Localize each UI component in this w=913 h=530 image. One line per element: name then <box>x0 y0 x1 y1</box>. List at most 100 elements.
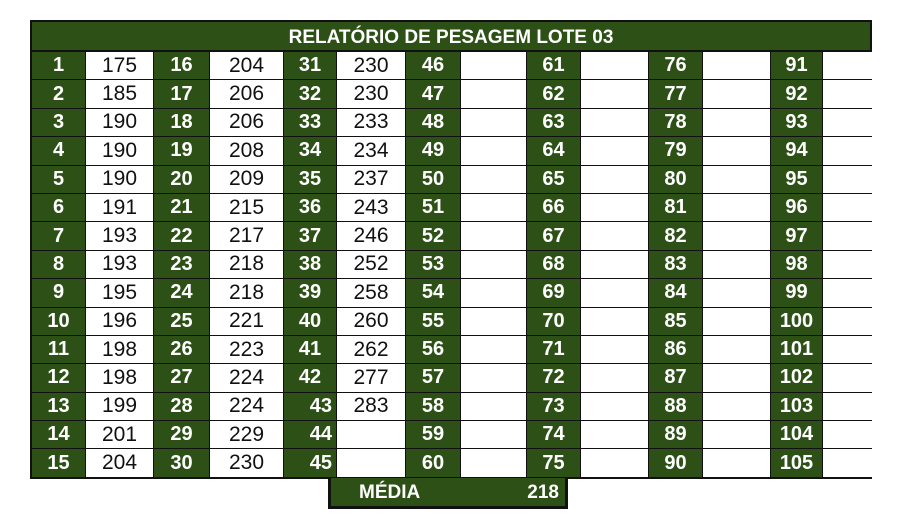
weight-cell[interactable] <box>581 193 648 222</box>
weight-cell[interactable] <box>823 137 884 165</box>
weight-cell[interactable]: 206 <box>210 80 283 108</box>
weight-cell[interactable]: 175 <box>86 52 153 80</box>
weight-cell[interactable] <box>461 421 526 449</box>
weight-cell[interactable] <box>823 364 884 392</box>
weight-cell[interactable]: 234 <box>337 137 405 165</box>
weight-cell[interactable]: 283 <box>337 392 405 421</box>
weight-cell[interactable] <box>823 193 884 222</box>
weight-cell[interactable]: 196 <box>86 307 153 335</box>
weight-cell[interactable]: 218 <box>210 279 283 307</box>
weight-cell[interactable] <box>703 137 770 165</box>
weight-cell[interactable] <box>581 335 648 364</box>
weight-cell[interactable] <box>581 279 648 307</box>
weight-cell[interactable] <box>581 364 648 392</box>
weight-cell[interactable] <box>461 80 526 108</box>
weight-cell[interactable] <box>823 52 884 80</box>
weight-cell[interactable] <box>823 165 884 193</box>
weight-cell[interactable] <box>337 421 405 449</box>
weight-cell[interactable]: 204 <box>210 52 283 80</box>
weight-cell[interactable] <box>461 165 526 193</box>
weight-cell[interactable] <box>703 165 770 193</box>
weight-cell[interactable] <box>337 449 405 477</box>
weight-cell[interactable]: 190 <box>86 108 153 137</box>
weight-cell[interactable] <box>703 52 770 80</box>
weight-cell[interactable] <box>461 137 526 165</box>
weight-cell[interactable] <box>461 335 526 364</box>
weight-cell[interactable] <box>581 307 648 335</box>
weight-cell[interactable]: 198 <box>86 335 153 364</box>
weight-cell[interactable] <box>703 449 770 477</box>
weight-cell[interactable] <box>703 335 770 364</box>
weight-cell[interactable] <box>461 52 526 80</box>
weight-cell[interactable] <box>581 80 648 108</box>
weight-cell[interactable] <box>823 307 884 335</box>
weight-cell[interactable]: 208 <box>210 137 283 165</box>
weight-cell[interactable] <box>461 392 526 421</box>
weight-cell[interactable] <box>823 222 884 250</box>
weight-cell[interactable] <box>581 137 648 165</box>
weight-cell[interactable] <box>461 108 526 137</box>
weight-cell[interactable] <box>581 222 648 250</box>
weight-cell[interactable] <box>581 108 648 137</box>
weight-cell[interactable] <box>823 449 884 477</box>
weight-cell[interactable] <box>823 279 884 307</box>
weight-cell[interactable] <box>823 335 884 364</box>
weight-cell[interactable] <box>703 80 770 108</box>
weight-cell[interactable]: 224 <box>210 392 283 421</box>
weight-cell[interactable]: 190 <box>86 165 153 193</box>
weight-cell[interactable] <box>581 52 648 80</box>
weight-cell[interactable]: 221 <box>210 307 283 335</box>
weight-cell[interactable] <box>581 449 648 477</box>
weight-cell[interactable]: 195 <box>86 279 153 307</box>
weight-cell[interactable] <box>703 392 770 421</box>
weight-cell[interactable]: 233 <box>337 108 405 137</box>
weight-cell[interactable] <box>823 80 884 108</box>
weight-cell[interactable] <box>823 250 884 279</box>
weight-cell[interactable] <box>703 279 770 307</box>
weight-cell[interactable] <box>823 108 884 137</box>
weight-cell[interactable]: 217 <box>210 222 283 250</box>
weight-cell[interactable]: 229 <box>210 421 283 449</box>
weight-cell[interactable] <box>461 193 526 222</box>
weight-cell[interactable] <box>581 250 648 279</box>
weight-cell[interactable] <box>461 449 526 477</box>
weight-cell[interactable]: 198 <box>86 364 153 392</box>
weight-cell[interactable]: 258 <box>337 279 405 307</box>
weight-cell[interactable]: 252 <box>337 250 405 279</box>
weight-cell[interactable]: 230 <box>337 52 405 80</box>
weight-cell[interactable]: 243 <box>337 193 405 222</box>
weight-cell[interactable]: 209 <box>210 165 283 193</box>
weight-cell[interactable]: 215 <box>210 193 283 222</box>
weight-cell[interactable]: 206 <box>210 108 283 137</box>
weight-cell[interactable]: 277 <box>337 364 405 392</box>
weight-cell[interactable] <box>703 250 770 279</box>
weight-cell[interactable]: 190 <box>86 137 153 165</box>
weight-cell[interactable]: 191 <box>86 193 153 222</box>
weight-cell[interactable]: 204 <box>86 449 153 477</box>
weight-cell[interactable]: 223 <box>210 335 283 364</box>
weight-cell[interactable]: 262 <box>337 335 405 364</box>
weight-cell[interactable]: 193 <box>86 250 153 279</box>
weight-cell[interactable] <box>703 307 770 335</box>
weight-cell[interactable] <box>581 392 648 421</box>
weight-cell[interactable] <box>461 222 526 250</box>
weight-cell[interactable] <box>461 307 526 335</box>
weight-cell[interactable] <box>703 222 770 250</box>
weight-cell[interactable]: 199 <box>86 392 153 421</box>
weight-cell[interactable] <box>461 279 526 307</box>
weight-cell[interactable]: 201 <box>86 421 153 449</box>
weight-cell[interactable]: 230 <box>210 449 283 477</box>
weight-cell[interactable]: 230 <box>337 80 405 108</box>
weight-cell[interactable] <box>461 364 526 392</box>
weight-cell[interactable]: 237 <box>337 165 405 193</box>
weight-cell[interactable] <box>703 421 770 449</box>
weight-cell[interactable]: 193 <box>86 222 153 250</box>
weight-cell[interactable]: 224 <box>210 364 283 392</box>
weight-cell[interactable] <box>703 108 770 137</box>
weight-cell[interactable] <box>581 421 648 449</box>
weight-cell[interactable]: 260 <box>337 307 405 335</box>
weight-cell[interactable] <box>461 250 526 279</box>
weight-cell[interactable] <box>703 364 770 392</box>
weight-cell[interactable]: 185 <box>86 80 153 108</box>
weight-cell[interactable] <box>703 193 770 222</box>
